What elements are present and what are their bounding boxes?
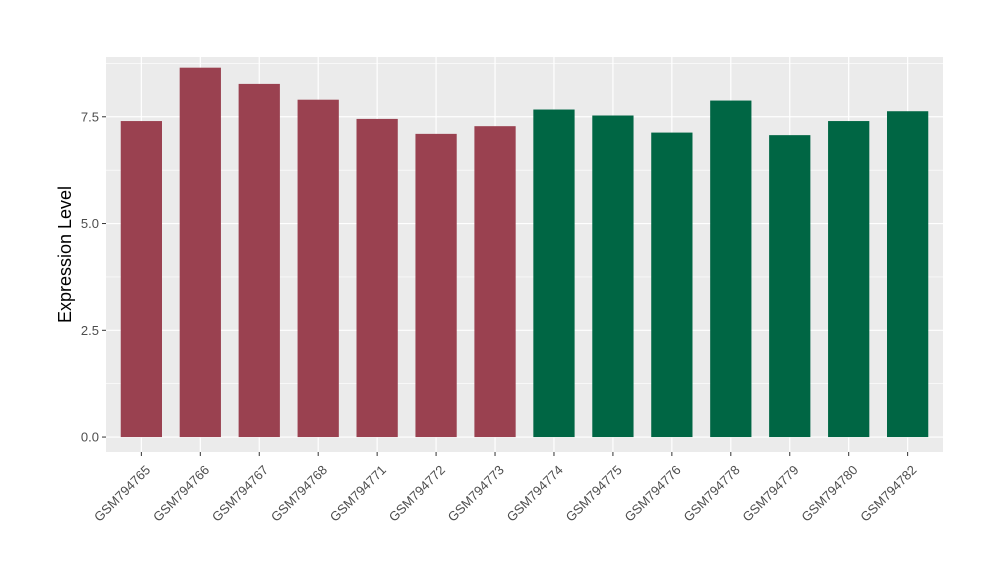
- x-tick-label: GSM794772: [386, 462, 448, 524]
- bar-GSM794780: [828, 121, 870, 438]
- x-tick-label: GSM794782: [857, 462, 919, 524]
- bar-GSM794768: [297, 99, 339, 438]
- y-tick-label: 2.5: [81, 323, 99, 338]
- bar-GSM794782: [887, 111, 929, 438]
- y-tick-label: 5.0: [81, 216, 99, 231]
- bar-GSM794767: [238, 83, 280, 438]
- x-tick-label: GSM794774: [504, 462, 566, 524]
- bar-GSM794774: [533, 109, 575, 438]
- x-tick-label: GSM794776: [622, 462, 684, 524]
- y-axis: 0.0 2.5 5.0 7.5: [81, 109, 106, 445]
- bars-group: [120, 67, 929, 438]
- bar-GSM794779: [769, 135, 811, 438]
- x-axis: GSM794765GSM794766GSM794767GSM794768GSM7…: [91, 452, 920, 525]
- bar-GSM794776: [651, 132, 693, 438]
- bar-GSM794775: [592, 115, 634, 438]
- x-tick-label: GSM794766: [150, 462, 212, 524]
- x-tick-label: GSM794767: [209, 462, 271, 524]
- bar-GSM794778: [710, 100, 752, 438]
- y-tick-label: 7.5: [81, 109, 99, 124]
- bar-GSM794766: [179, 67, 221, 438]
- bar-GSM794771: [356, 118, 398, 438]
- x-tick-label: GSM794768: [268, 462, 330, 524]
- bar-GSM794773: [474, 126, 516, 438]
- bar-GSM794772: [415, 133, 457, 438]
- x-tick-label: GSM794773: [445, 462, 507, 524]
- x-tick-label: GSM794771: [327, 462, 389, 524]
- x-tick-label: GSM794775: [563, 462, 625, 524]
- y-tick-label: 0.0: [81, 430, 99, 445]
- x-tick-label: GSM794778: [680, 462, 742, 524]
- y-axis-label: Expression Level: [55, 186, 75, 323]
- x-tick-label: GSM794780: [798, 462, 860, 524]
- bar-GSM794765: [120, 121, 162, 438]
- x-tick-label: GSM794779: [739, 462, 801, 524]
- x-tick-label: GSM794765: [91, 462, 153, 524]
